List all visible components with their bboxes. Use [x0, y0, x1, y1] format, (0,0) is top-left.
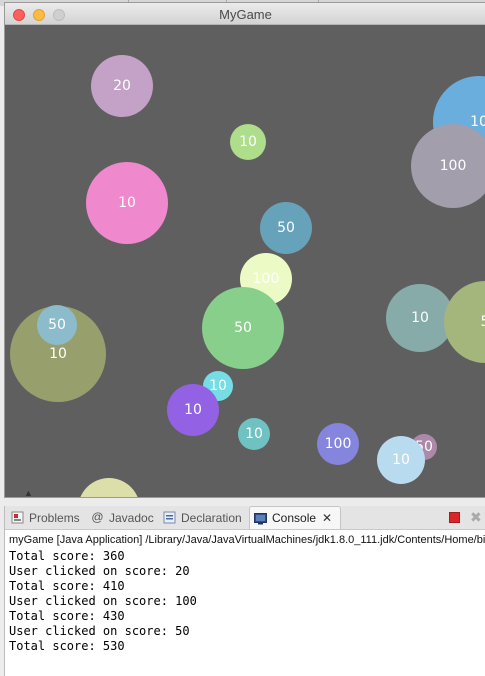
tab-problems[interactable]: Problems: [11, 506, 80, 529]
score-bubble[interactable]: 10: [386, 284, 454, 352]
score-bubble[interactable]: 100: [317, 423, 359, 465]
mouse-cursor-icon: ▲: [24, 488, 33, 498]
tab-declaration[interactable]: Declaration: [163, 506, 242, 529]
close-icon[interactable]: ✕: [322, 511, 333, 525]
console-line: Total score: 410: [9, 579, 125, 593]
close-window-button[interactable]: [13, 9, 25, 21]
tab-javadoc[interactable]: @ Javadoc: [91, 506, 154, 529]
terminate-icon[interactable]: [449, 512, 460, 523]
at-icon: @: [91, 510, 104, 524]
launch-description: myGame [Java Application] /Library/Java/…: [9, 534, 485, 546]
remove-launch-icon[interactable]: ✖: [470, 509, 482, 525]
score-bubble[interactable]: 10: [203, 371, 233, 401]
console-panel: Problems @ Javadoc Declaration Console ✕…: [4, 506, 485, 676]
window-titlebar[interactable]: MyGame: [5, 3, 485, 25]
score-bubble[interactable]: 10: [230, 124, 266, 160]
score-bubble[interactable]: 10: [167, 384, 219, 436]
score-bubble[interactable]: 20: [91, 55, 153, 117]
tab-label: Problems: [29, 510, 80, 525]
zoom-window-button[interactable]: [53, 9, 65, 21]
console-line: User clicked on score: 20: [9, 564, 190, 578]
minimize-window-button[interactable]: [33, 9, 45, 21]
tab-label: Console: [272, 511, 317, 525]
console-line: User clicked on score: 100: [9, 594, 197, 608]
console-line: Total score: 530: [9, 639, 125, 653]
window-title: MyGame: [219, 7, 272, 22]
game-canvas[interactable]: 2010101001050100501050105101010100501010…: [5, 25, 485, 497]
console-line: Total score: 430: [9, 609, 125, 623]
panel-tab-bar: Problems @ Javadoc Declaration Console ✕…: [5, 506, 485, 530]
score-bubble[interactable]: 50: [202, 287, 284, 369]
score-bubble[interactable]: 50: [37, 305, 77, 345]
tab-label: Javadoc: [109, 510, 154, 525]
score-bubble[interactable]: 10: [238, 418, 270, 450]
console-line: Total score: 360: [9, 549, 125, 563]
tab-console[interactable]: Console ✕: [249, 506, 341, 529]
game-window: MyGame 201010100105010050105010510101010…: [4, 2, 485, 498]
declaration-icon: [163, 511, 176, 524]
score-bubble[interactable]: 10: [377, 436, 425, 484]
score-bubble[interactable]: 50: [260, 202, 312, 254]
score-bubble[interactable]: 5: [444, 281, 485, 363]
score-bubble[interactable]: 10: [86, 162, 168, 244]
problems-icon: [11, 511, 24, 524]
console-output[interactable]: Total score: 360 User clicked on score: 2…: [9, 549, 485, 654]
tab-label: Declaration: [181, 510, 242, 525]
console-line: User clicked on score: 50: [9, 624, 190, 638]
score-bubble[interactable]: 100: [78, 478, 140, 497]
console-icon: [254, 512, 267, 525]
score-bubble[interactable]: 100: [411, 124, 485, 208]
